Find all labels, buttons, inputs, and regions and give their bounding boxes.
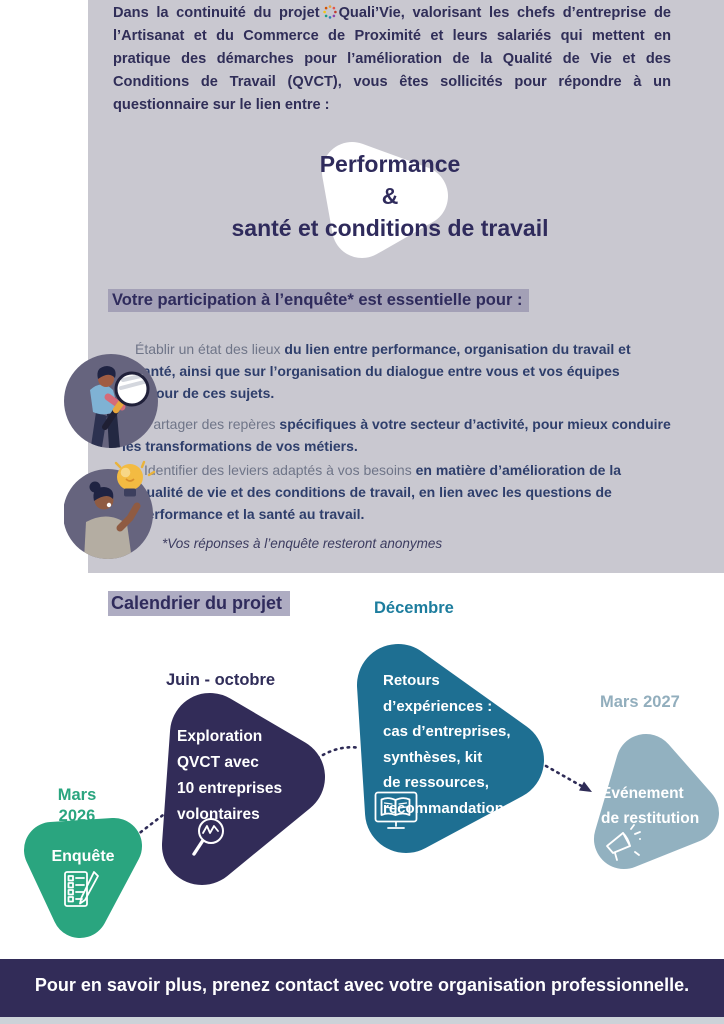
label-line: de ressources, <box>383 774 489 791</box>
connector-dotted-line <box>544 764 587 790</box>
anonymity-note: *Vos réponses à l’enquête resteront anon… <box>162 536 443 551</box>
date-line: Mars <box>57 786 97 804</box>
milestone-date-juin-octobre: Juin - octobre <box>166 671 276 689</box>
benefit-item: Identifier des leviers adaptés à vos bes… <box>138 459 646 525</box>
milestone-date-mars-2027: Mars 2027 <box>600 693 680 711</box>
label-line: 10 entreprises <box>177 780 283 797</box>
title-blob-shape <box>322 142 448 258</box>
magnifier-icon <box>102 371 150 430</box>
label-line: synthèses, kit <box>383 748 483 766</box>
survey-checklist-icon <box>64 871 99 907</box>
qualivie-logo: Quali’Vie <box>320 5 401 21</box>
label-line: volontaires <box>177 806 260 823</box>
label-line: QVCT avec <box>177 754 259 771</box>
participation-heading: Votre participation à l’enquête* est ess… <box>108 288 530 312</box>
timeline-graphic <box>24 644 719 938</box>
label-line: Exploration <box>177 728 263 745</box>
connector-arrowhead <box>579 781 592 792</box>
qualivie-logo-text: Quali’Vie <box>338 5 401 21</box>
benefit-lead: Identifier des leviers adaptés à vos bes… <box>144 462 412 478</box>
timeline-heading-text: Calendrier du projet <box>108 591 291 616</box>
milestone-label-retours: Retours d’expériences : cas d’entreprise… <box>383 668 512 821</box>
milestone-label-exploration: Exploration QVCT avec 10 entreprises vol… <box>177 724 282 828</box>
intro-text-end: , valorisant les chefs d’entreprise de l… <box>113 5 671 113</box>
title-line-1: Performance <box>319 151 461 177</box>
label-line: Retours <box>383 672 440 689</box>
label-line: de restitution <box>601 810 700 827</box>
megaphone-icon <box>606 824 641 861</box>
benefit-lead: Établir un état des lieux <box>135 341 281 357</box>
benefit-item: Partager des repères spécifiques à votre… <box>122 413 674 457</box>
intro-panel: Dans la continuité du projet Quali’Vie, v… <box>64 0 724 573</box>
lightbulb-icon <box>114 460 156 497</box>
footer-text: Pour en savoir plus, prenez contact avec… <box>34 975 690 995</box>
label-line: cas d’entreprises, <box>383 723 511 740</box>
benefit-item: Établir un état des lieux du lien entre … <box>135 338 655 404</box>
footer-banner: Pour en savoir plus, prenez contact avec… <box>0 959 724 1017</box>
title-line-2: & <box>381 183 399 209</box>
screen-book-icon <box>374 791 418 829</box>
benefit-text: du lien entre performance, organisation … <box>135 341 631 401</box>
milestone-date-decembre: Décembre <box>374 599 454 617</box>
label-line: Événement <box>601 785 684 802</box>
blob-exploration-shape <box>162 693 325 885</box>
title-line-3: santé et conditions de travail <box>231 215 549 241</box>
person-magnifier-illustration <box>64 354 158 448</box>
main-title: Performance & santé et conditions de tra… <box>140 148 640 244</box>
magnifier-analysis-icon <box>192 818 224 856</box>
label-line: d’expériences : <box>383 697 493 715</box>
benefit-text: en matière d’amélioration de la qualité … <box>138 462 622 522</box>
milestone-label-evenement: Événement de restitution <box>601 781 699 831</box>
benefit-lead: Partager des repères <box>144 416 276 432</box>
person-bulb-illustration <box>64 460 156 559</box>
footer-bottom-strip <box>0 1017 724 1024</box>
intro-text-start: Dans la continuité du projet <box>113 5 320 21</box>
blob-evenement-shape <box>594 734 719 869</box>
connector-dotted-line <box>310 746 362 764</box>
milestone-label-enquete: Enquête <box>51 848 115 865</box>
intro-paragraph: Dans la continuité du projet Quali’Vie, v… <box>113 2 671 117</box>
blob-retours-shape <box>357 644 544 853</box>
benefit-text: spécifiques à votre secteur d’activité, … <box>122 416 671 454</box>
qualivie-dots-icon <box>322 5 337 19</box>
timeline-heading: Calendrier du projet <box>108 590 291 616</box>
participation-heading-text: Votre participation à l’enquête* est ess… <box>108 289 530 312</box>
label-line: recommandations <box>383 799 513 817</box>
